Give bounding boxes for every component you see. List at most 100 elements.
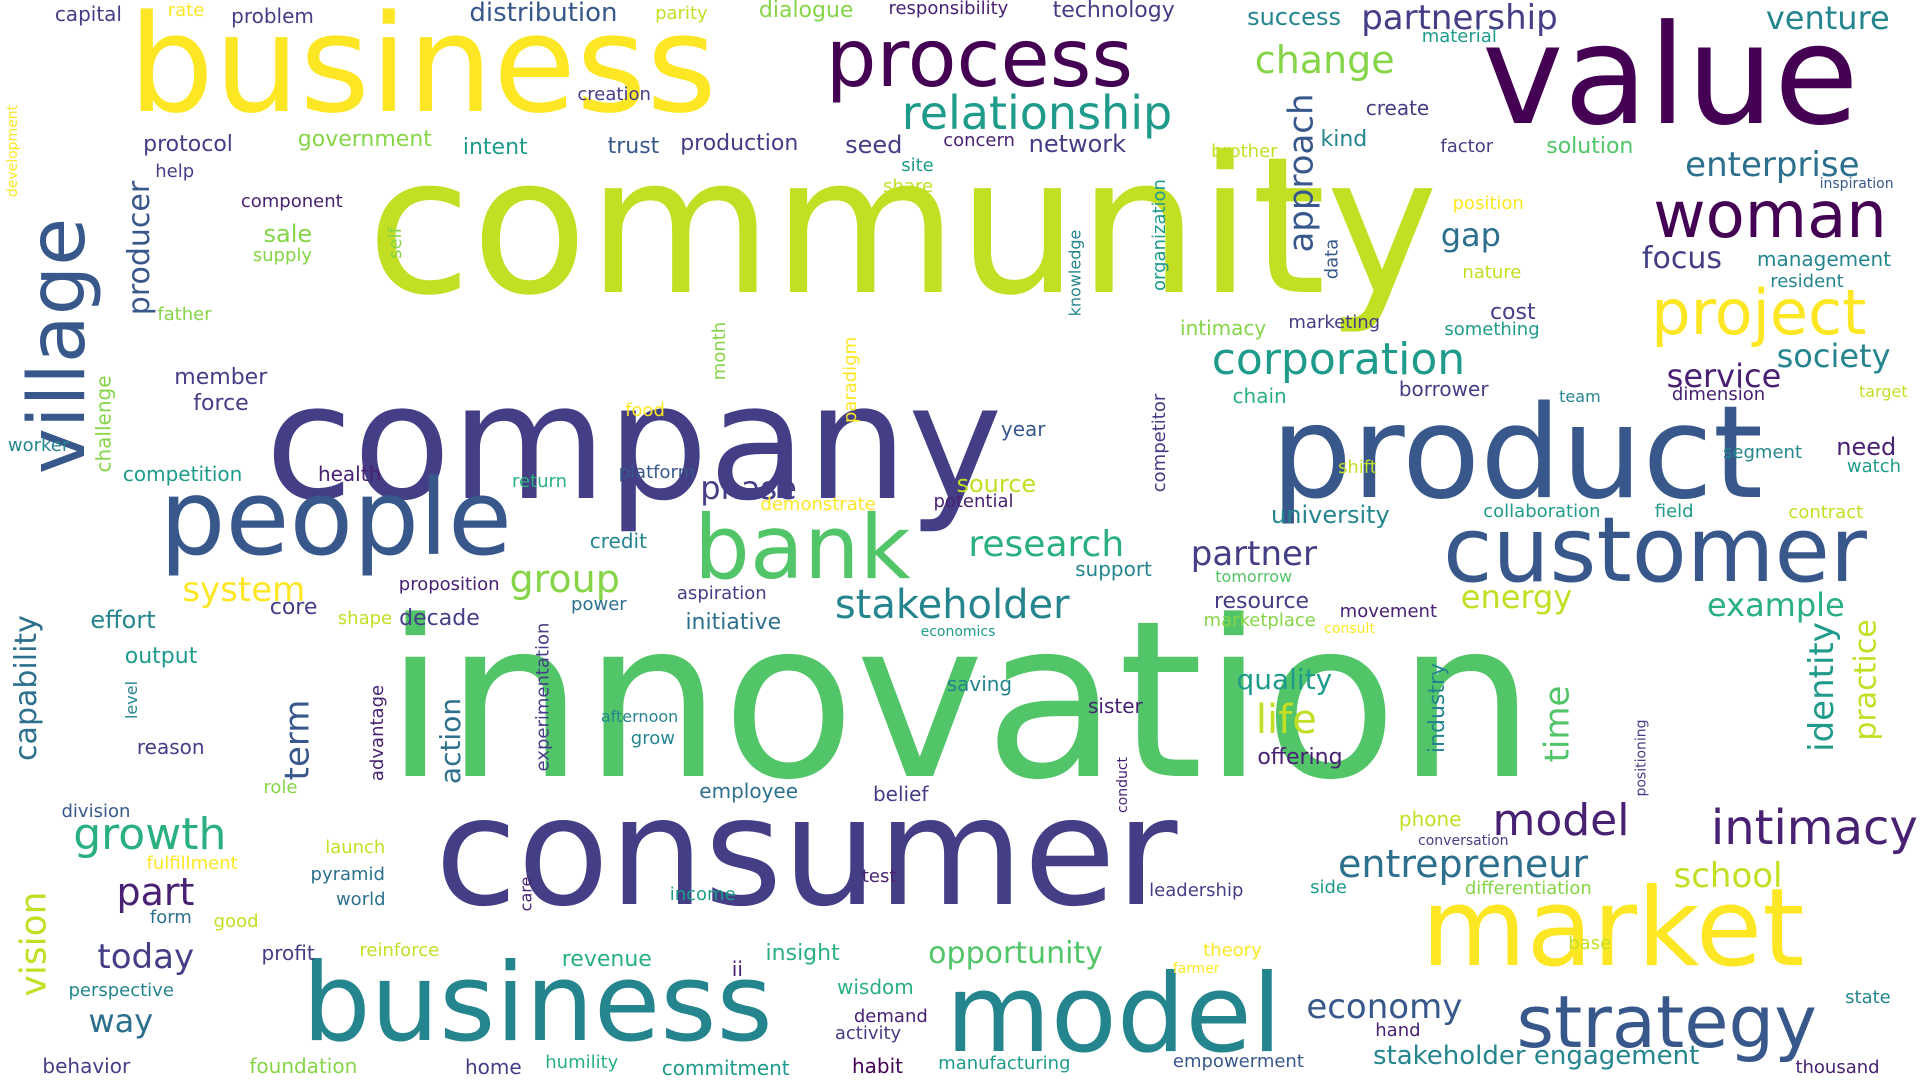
cloud-word: industry <box>1425 663 1451 754</box>
cloud-word: solution <box>1546 133 1634 159</box>
cloud-word: success <box>1247 3 1341 32</box>
cloud-word: group <box>509 556 620 601</box>
cloud-word: society <box>1776 337 1891 376</box>
cloud-word: data <box>1321 238 1343 280</box>
cloud-word: marketplace <box>1203 610 1316 631</box>
cloud-word: gap <box>1440 216 1501 255</box>
cloud-word: home <box>464 1055 522 1080</box>
cloud-word: return <box>512 470 568 492</box>
cloud-word: movement <box>1339 601 1438 623</box>
cloud-word: food <box>625 400 665 422</box>
cloud-word: responsibility <box>888 0 1009 19</box>
cloud-word: decade <box>399 605 480 631</box>
cloud-word: theory <box>1203 940 1262 962</box>
cloud-word: manufacturing <box>938 1052 1071 1074</box>
cloud-word: humility <box>545 1051 619 1073</box>
cloud-word: technology <box>1052 0 1175 23</box>
cloud-word: sister <box>1088 694 1143 719</box>
cloud-word: venture <box>1765 0 1890 38</box>
cloud-word: credit <box>589 529 647 554</box>
cloud-word: woman <box>1653 179 1887 253</box>
cloud-word: way <box>88 1001 154 1040</box>
cloud-word: partnership <box>1361 0 1558 39</box>
cloud-word: consult <box>1324 620 1375 637</box>
cloud-word: thousand <box>1795 1057 1880 1079</box>
cloud-word: grow <box>630 727 675 749</box>
cloud-word: chain <box>1232 384 1287 409</box>
cloud-word: stakeholder <box>834 581 1070 628</box>
cloud-word: approach <box>1281 93 1322 253</box>
cloud-word: paradigm <box>839 337 861 424</box>
cloud-word: growth <box>73 808 227 860</box>
cloud-word: creation <box>577 84 651 106</box>
cloud-word: commitment <box>661 1056 790 1080</box>
cloud-word: base <box>1568 932 1612 954</box>
cloud-word: afternoon <box>600 707 679 727</box>
cloud-word: need <box>1836 433 1897 462</box>
cloud-word: good <box>213 911 259 933</box>
cloud-word: research <box>968 524 1125 566</box>
cloud-word: target <box>1859 382 1908 402</box>
cloud-word: action <box>434 697 468 784</box>
cloud-word: model <box>945 952 1282 1078</box>
cloud-word: process <box>825 12 1134 106</box>
cloud-word: support <box>1075 557 1152 582</box>
cloud-word: self <box>384 227 406 259</box>
cloud-word: shape <box>337 607 393 629</box>
cloud-word: capital <box>54 2 122 27</box>
cloud-word: vision <box>13 891 55 997</box>
cloud-word: insight <box>765 940 840 966</box>
cloud-word: life <box>1255 697 1317 744</box>
cloud-word: launch <box>325 836 386 858</box>
cloud-word: world <box>335 888 386 910</box>
cloud-word: saving <box>946 671 1013 696</box>
cloud-word: help <box>155 160 195 182</box>
cloud-word: concern <box>943 130 1015 152</box>
cloud-word: foundation <box>249 1053 358 1078</box>
cloud-word: conversation <box>1418 833 1509 850</box>
cloud-word: strategy <box>1516 979 1817 1064</box>
cloud-word: project <box>1651 276 1867 350</box>
cloud-word: entrepreneur <box>1338 842 1589 886</box>
cloud-word: experimentation <box>532 622 554 772</box>
cloud-word: example <box>1707 585 1845 624</box>
cloud-word: focus <box>1641 241 1722 277</box>
cloud-word: value <box>1481 0 1859 156</box>
cloud-word: father <box>157 304 212 326</box>
cloud-word: output <box>124 643 198 669</box>
cloud-word: school <box>1673 855 1783 896</box>
cloud-word: economics <box>920 623 996 640</box>
cloud-word: platform <box>618 462 696 484</box>
cloud-word: development <box>5 105 22 198</box>
cloud-word: dimension <box>1671 384 1766 406</box>
cloud-word: something <box>1444 319 1540 341</box>
cloud-word: behavior <box>42 1053 131 1078</box>
cloud-word: economy <box>1306 986 1463 1027</box>
cloud-word: knowledge <box>1065 229 1085 317</box>
cloud-word: business <box>302 941 773 1067</box>
cloud-word: reason <box>136 735 205 760</box>
cloud-word: watch <box>1846 455 1902 477</box>
cloud-word: management <box>1757 247 1891 272</box>
cloud-word: share <box>883 175 934 197</box>
cloud-word: enterprise <box>1685 145 1860 186</box>
cloud-word: supply <box>252 244 313 266</box>
cloud-word: parity <box>655 3 708 25</box>
cloud-word: perspective <box>68 980 174 1002</box>
cloud-word: challenge <box>91 375 116 473</box>
cloud-word: farmer <box>1172 960 1220 977</box>
cloud-word: intent <box>462 134 528 160</box>
cloud-word: potential <box>933 491 1014 513</box>
cloud-word: cost <box>1489 300 1536 326</box>
cloud-word: team <box>1559 387 1601 407</box>
cloud-word: rate <box>167 0 205 21</box>
cloud-word: level <box>122 680 142 719</box>
cloud-word: reinforce <box>359 940 440 962</box>
cloud-word: community <box>366 115 1439 337</box>
cloud-word: side <box>1310 876 1348 898</box>
cloud-word: competitor <box>1148 393 1170 493</box>
cloud-word: business <box>128 0 717 144</box>
cloud-word: year <box>1000 416 1046 441</box>
cloud-word: nature <box>1462 262 1522 284</box>
cloud-word: bank <box>694 495 911 599</box>
